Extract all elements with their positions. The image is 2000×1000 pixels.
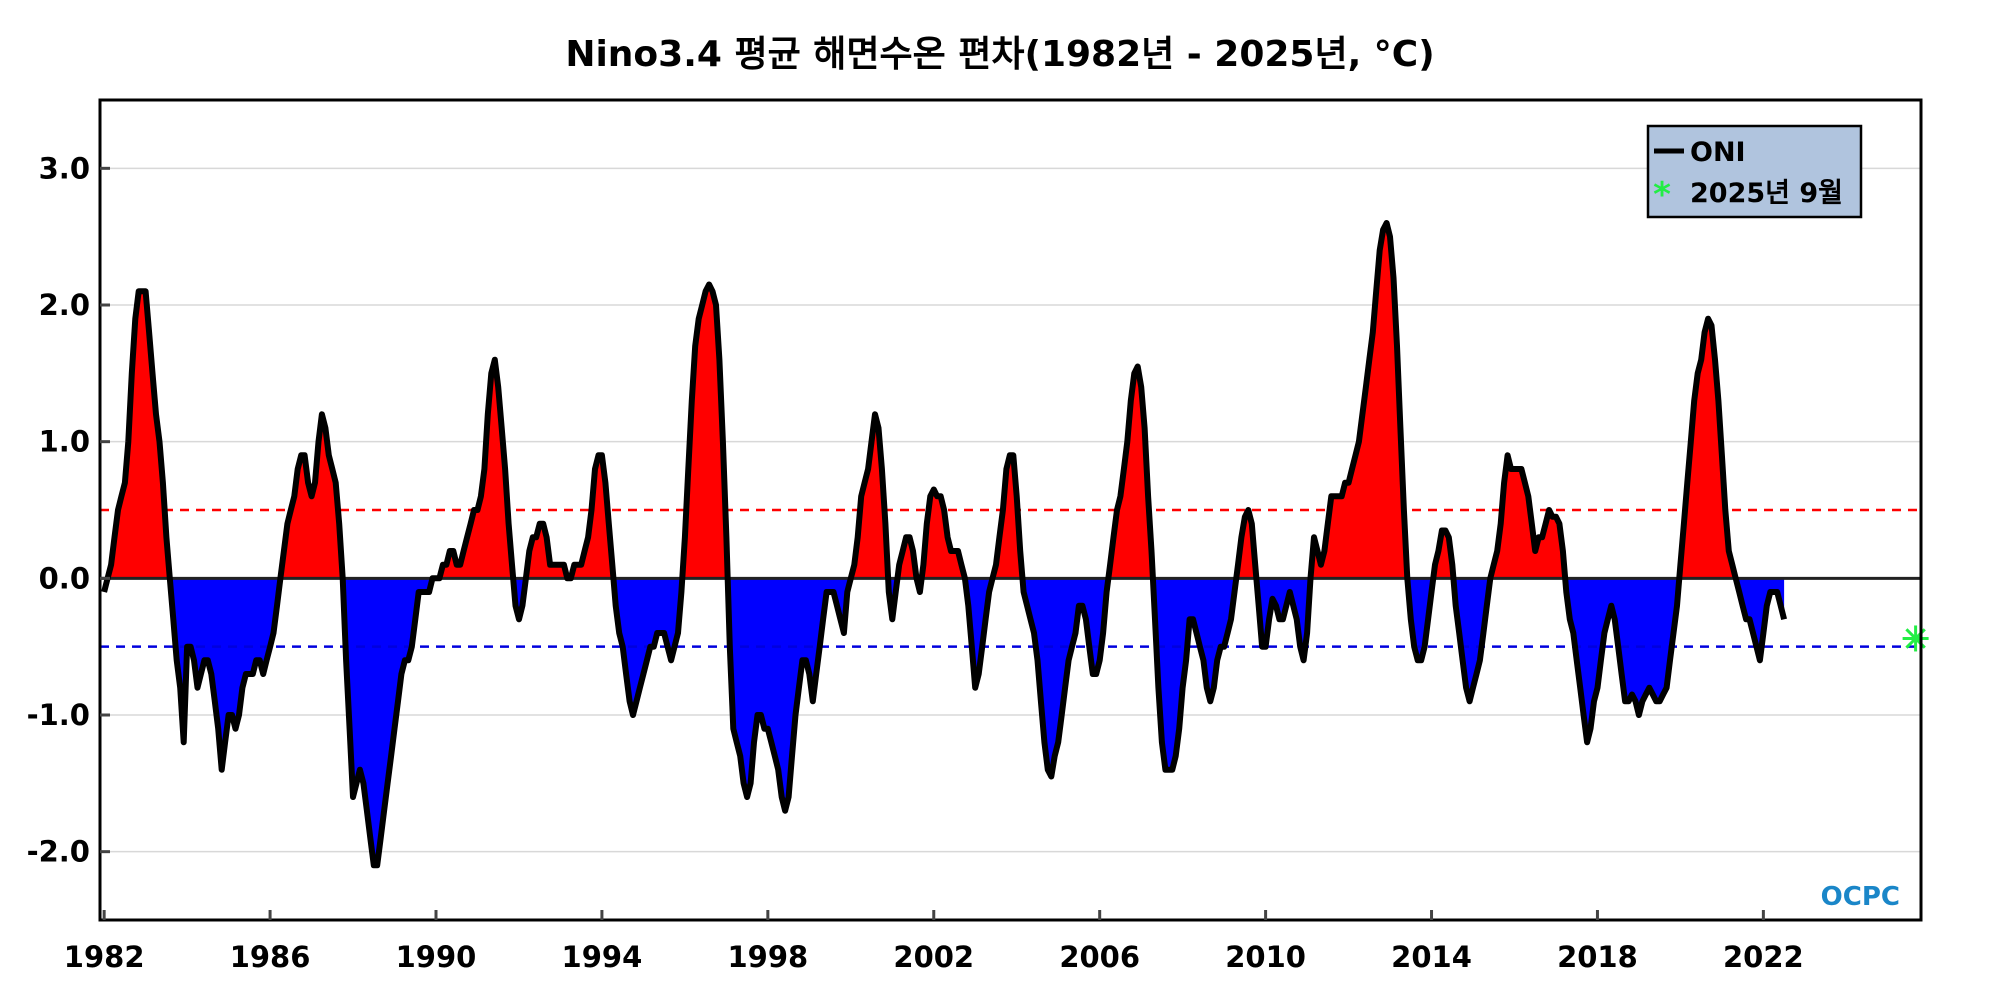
- y-tick-label: 2.0: [39, 288, 90, 322]
- x-tick-label: 2022: [1723, 940, 1804, 974]
- y-tick-label: -1.0: [27, 698, 90, 732]
- x-tick-label: 2010: [1225, 940, 1306, 974]
- x-tick-label: 1986: [230, 940, 311, 974]
- gridlines: [100, 167, 1921, 853]
- x-tick-label: 2006: [1059, 940, 1140, 974]
- legend: ONI * 2025년 9월: [1646, 124, 1863, 219]
- oni-line: [101, 220, 1788, 869]
- y-tick-label: 0.0: [39, 561, 90, 595]
- x-tick-label: 2002: [893, 940, 974, 974]
- legend-oni-label: ONI: [1690, 137, 1746, 168]
- positive-anomaly-area: [104, 223, 1785, 579]
- y-tick-label: -2.0: [27, 835, 90, 869]
- legend-marker-label: 2025년 9월: [1690, 178, 1843, 209]
- legend-marker-icon: *: [1653, 175, 1671, 215]
- negative-anomaly-area: [104, 578, 1785, 866]
- x-tick-label: 1982: [64, 940, 145, 974]
- latest-month-marker-icon: [1902, 625, 1929, 652]
- plot-frame: [98, 98, 1923, 922]
- ocpc-logo: OCPC: [1821, 882, 1900, 912]
- anomaly-fill: [104, 223, 1785, 866]
- x-axis: 1982 1986 1990 1994 1998 2002 2006 2010 2014 2018…: [64, 910, 1804, 974]
- x-tick-label: 1994: [562, 940, 643, 974]
- x-tick-label: 2018: [1557, 940, 1638, 974]
- y-tick-label: 1.0: [39, 425, 90, 459]
- y-axis: 3.0 2.0 1.0 0.0 -1.0 -2.0: [27, 151, 110, 869]
- x-tick-label: 1998: [727, 940, 808, 974]
- chart-title: Nino3.4 평균 해면수온 편차(1982년 - 2025년, °C): [565, 34, 1434, 75]
- y-tick-label: 3.0: [39, 151, 90, 185]
- x-tick-label: 2014: [1391, 940, 1472, 974]
- threshold-lines: [100, 508, 1921, 648]
- x-tick-label: 1990: [396, 940, 477, 974]
- legend-box: [1646, 124, 1863, 219]
